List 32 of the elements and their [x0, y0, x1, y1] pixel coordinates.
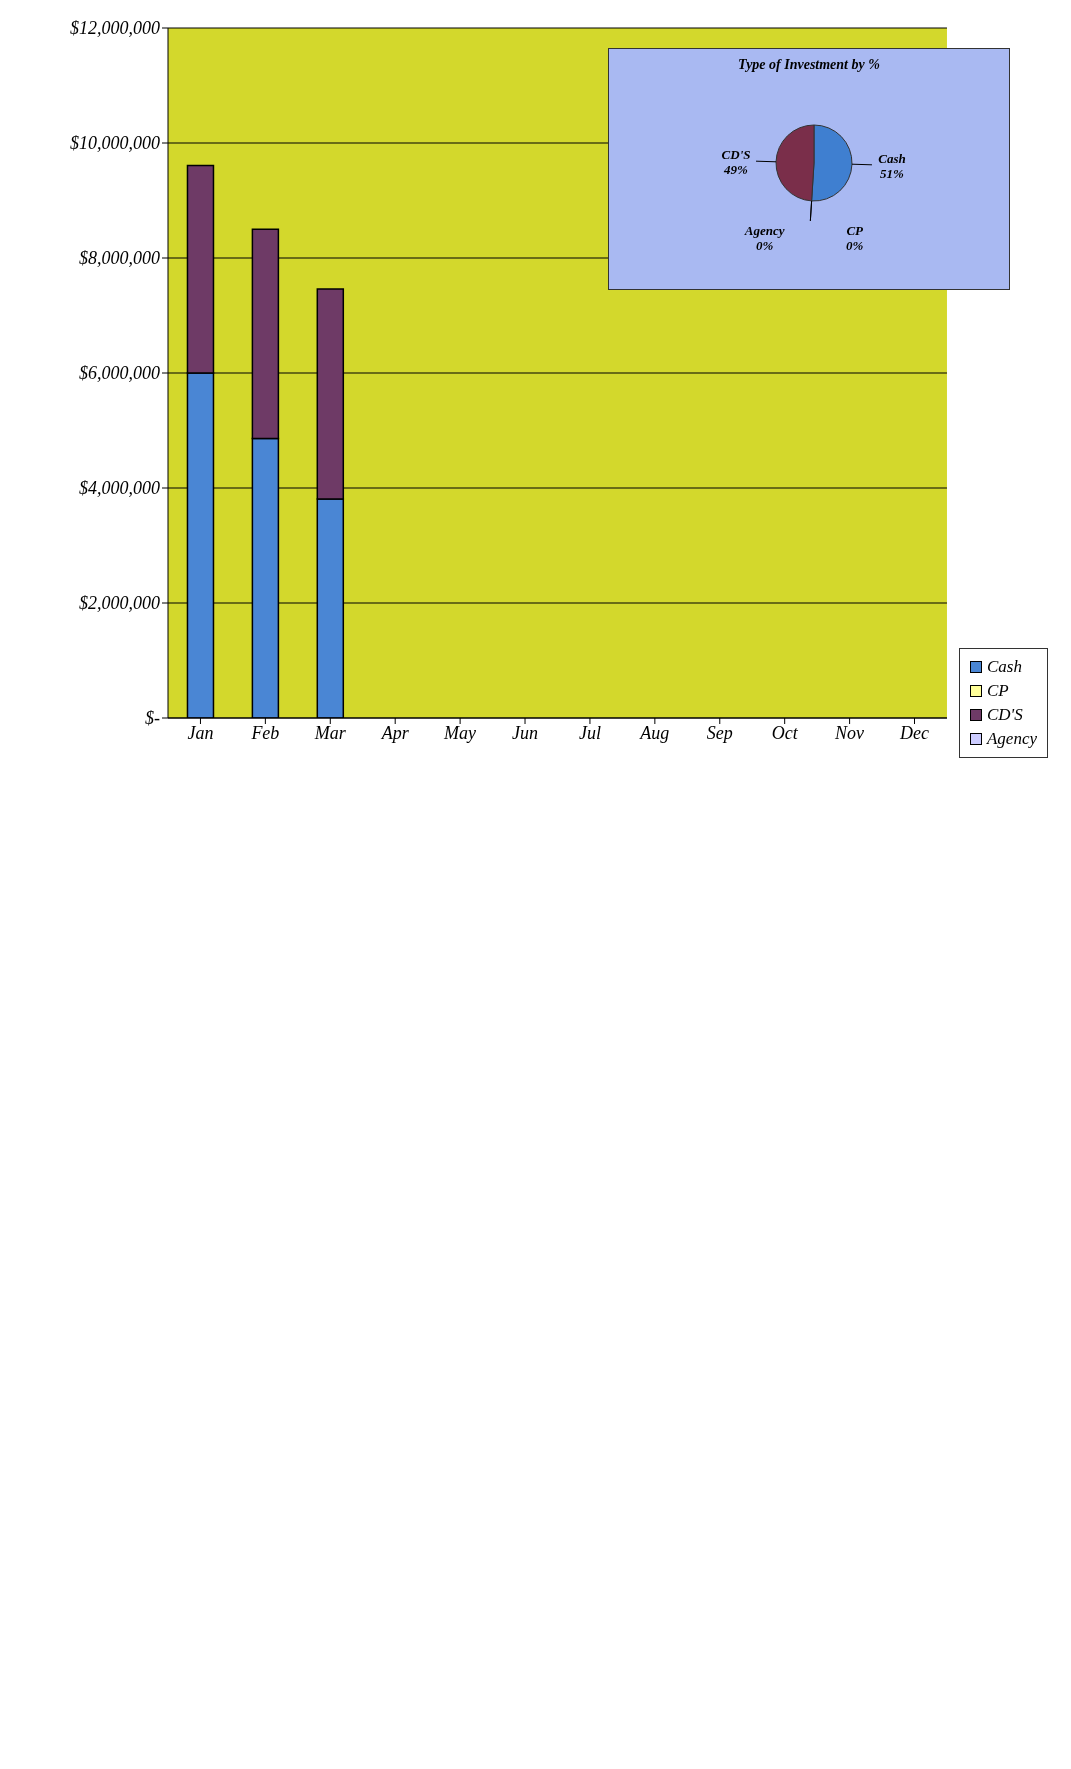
- legend-label: CD'S: [986, 704, 1023, 726]
- legend-label: Cash: [986, 656, 1022, 678]
- x-tick-label: Feb: [250, 722, 280, 743]
- y-tick-label: $6,000,000: [79, 363, 160, 384]
- legend-label: Agency: [986, 728, 1037, 750]
- x-tick-label: Jan: [187, 722, 214, 743]
- chart-title: Type of Investment by %: [737, 57, 881, 73]
- slice-label: Cash: [878, 151, 906, 167]
- slice-label: CD'S: [721, 146, 751, 162]
- legend-label: CP: [986, 680, 1009, 702]
- x-tick-label: Jul: [578, 722, 601, 743]
- y-tick-label: $10,000,000: [70, 133, 160, 154]
- x-tick-label: Apr: [380, 722, 410, 743]
- text: 0%: [756, 237, 774, 253]
- y-tick-label: $8,000,000: [79, 248, 160, 269]
- x-tick-label: Nov: [834, 722, 865, 743]
- x-tick-label: Mar: [313, 722, 347, 743]
- x-tick-label: Dec: [899, 722, 930, 743]
- category-label: CP: [846, 222, 864, 238]
- x-tick-label: Jun: [512, 722, 539, 743]
- data-label: 51%: [880, 166, 905, 182]
- x-tick-label: May: [443, 722, 477, 743]
- category-label: Agency: [744, 222, 785, 238]
- y-tick-label: $12,000,000: [70, 18, 160, 39]
- x-tick-label: Oct: [771, 722, 799, 743]
- y-tick-label: $4,000,000: [79, 478, 160, 499]
- x-tick-label: Sep: [706, 722, 733, 743]
- y-tick-label: $-: [145, 708, 160, 729]
- y-tick-label: $2,000,000: [79, 593, 160, 614]
- text: 0%: [846, 237, 864, 253]
- data-label: 49%: [723, 161, 749, 177]
- x-tick-label: Aug: [639, 722, 670, 743]
